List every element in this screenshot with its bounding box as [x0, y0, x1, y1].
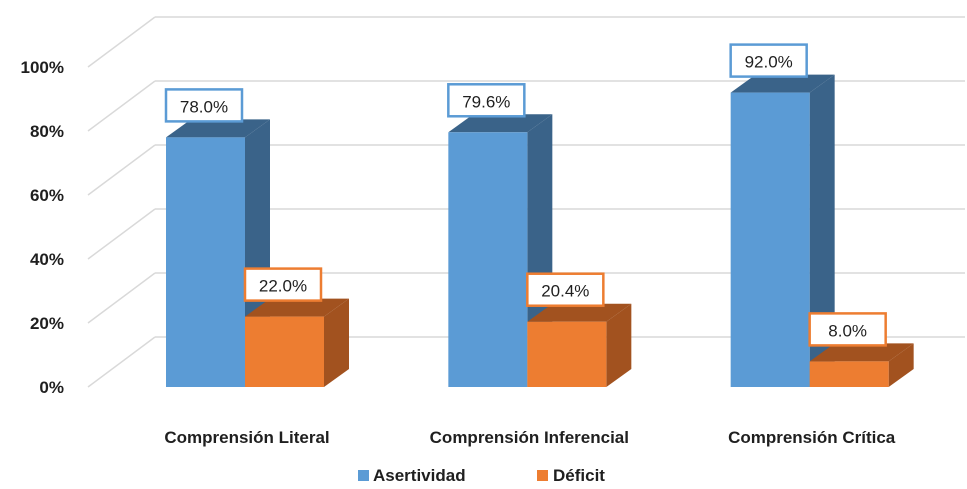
bar-side-deficit: [606, 303, 632, 387]
y-tick-label: 60%: [30, 186, 64, 205]
x-axis: Comprensión Literal Comprensión Inferenci…: [164, 428, 895, 447]
legend-label-deficit: Déficit: [553, 466, 605, 485]
x-category-label: Comprensión Literal: [164, 428, 329, 447]
y-tick-label: 0%: [39, 378, 64, 397]
bar-side-deficit: [888, 343, 914, 387]
data-label: 8.0%: [828, 321, 867, 340]
data-label: 78.0%: [180, 97, 228, 116]
gridline-diagonal: [87, 144, 156, 196]
data-label-box: [447, 83, 526, 118]
legend-swatch-asertividad: [358, 470, 369, 481]
gridline-diagonal: [87, 272, 156, 324]
legend-label-asertividad: Asertividad: [373, 466, 466, 485]
data-label-box: [808, 312, 887, 347]
bar-top-asertividad: [448, 114, 553, 133]
y-tick-label: 40%: [30, 250, 64, 269]
bar-deficit: [527, 321, 607, 387]
data-label: 92.0%: [745, 53, 793, 72]
legend-swatch-deficit: [537, 470, 548, 481]
y-tick-label: 80%: [30, 122, 64, 141]
bars: [166, 74, 914, 388]
data-label: 79.6%: [462, 92, 510, 111]
data-labels: 78.0% 22.0% 79.6% 20.4% 92.0% 8.0%: [164, 43, 887, 347]
bar-asertividad: [730, 92, 810, 387]
gridline-diagonal: [87, 16, 156, 68]
data-label: 22.0%: [259, 277, 307, 296]
bar-deficit: [809, 361, 889, 387]
data-label: 20.4%: [541, 282, 589, 301]
gridline-diagonal: [87, 80, 156, 132]
bar-top-deficit: [527, 303, 632, 322]
y-tick-label: 20%: [30, 314, 64, 333]
y-axis: 0% 20% 40% 60% 80% 100%: [21, 58, 64, 397]
data-label-box: [729, 43, 808, 78]
bar-top-asertividad: [730, 74, 835, 93]
data-label-box: [243, 267, 323, 302]
gridline-diagonal: [87, 336, 156, 388]
legend: Asertividad Déficit: [358, 466, 605, 485]
gridline-diagonal: [87, 208, 156, 260]
data-label-box: [526, 272, 605, 307]
bar-side-deficit: [324, 298, 349, 387]
x-category-label: Comprensión Crítica: [728, 428, 896, 447]
bar-side-asertividad: [809, 74, 835, 387]
bar-asertividad: [448, 132, 528, 387]
bar-top-deficit: [245, 298, 349, 317]
y-tick-label: 100%: [21, 58, 64, 77]
bar-asertividad: [166, 137, 245, 387]
x-category-label: Comprensión Inferencial: [430, 428, 629, 447]
bar-deficit: [245, 316, 324, 387]
bar-top-asertividad: [166, 119, 270, 138]
bar-top-deficit: [809, 343, 914, 362]
data-label-box: [164, 88, 244, 123]
